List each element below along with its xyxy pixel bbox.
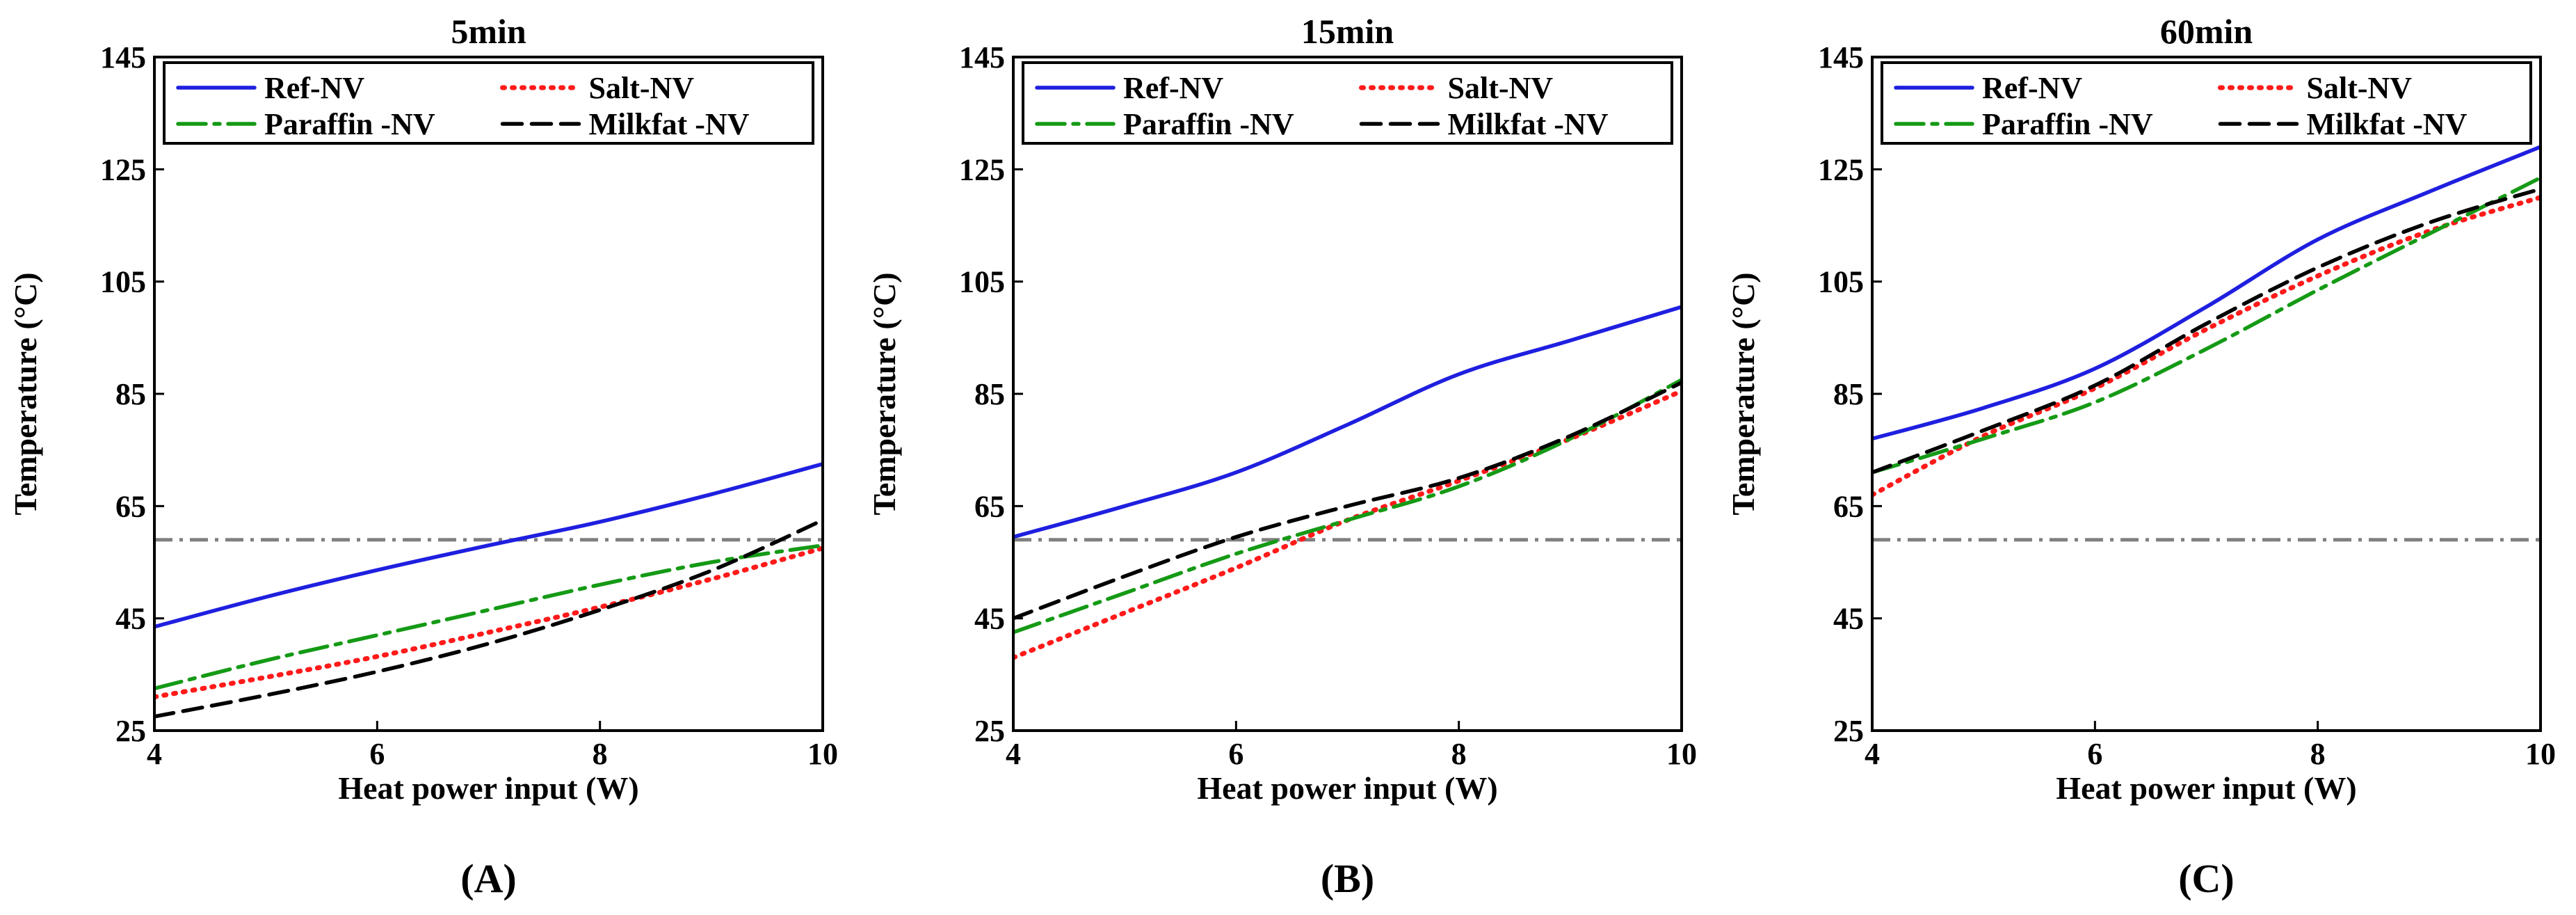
x-tick-label: 8 [593, 737, 608, 771]
y-tick-label: 85 [974, 377, 1005, 411]
plot-frame [1871, 56, 2542, 732]
panel-label: (A) [460, 856, 517, 901]
chart-panel-1: 5min 25 45 65 85 105 125 145 4 6 8 10 Heat power inp… [8, 12, 838, 901]
series-line-ref-nv [1872, 145, 2541, 441]
legend-box [1022, 61, 1673, 145]
legend: Ref-NV Salt-NV Paraffin -NV Milkfat -NV [163, 61, 814, 145]
x-tick-label: 10 [1666, 737, 1697, 771]
legend-label: Salt-NV [1448, 71, 1554, 105]
x-tick-label: 6 [369, 737, 385, 771]
series-line-paraffin-nv [1872, 175, 2541, 475]
y-tick-label: 85 [115, 377, 146, 411]
chart-title: 15min [1301, 12, 1394, 51]
y-tick-label: 145 [959, 40, 1005, 74]
x-tick-label: 10 [807, 737, 838, 771]
x-tick-label: 6 [1228, 737, 1243, 771]
y-tick-label: 105 [100, 265, 146, 299]
x-axis-label: Heat power input (W) [1197, 770, 1497, 806]
y-tick-label: 145 [1818, 40, 1864, 74]
y-tick-label: 125 [959, 152, 1005, 186]
y-tick-label: 125 [1818, 152, 1864, 186]
chart-panel-3: 60min 25 45 65 85 105 125 145 4 6 8 10 Heat power in… [1725, 12, 2556, 901]
y-tick-label: 25 [1833, 714, 1864, 748]
y-tick-label: 125 [100, 152, 146, 186]
legend-label: Paraffin -NV [1982, 107, 2153, 141]
x-tick-label: 8 [1451, 737, 1467, 771]
x-tick-label: 10 [2525, 737, 2556, 771]
panel-label: (B) [1321, 856, 1374, 901]
y-axis-label: Temperature (°C) [867, 272, 902, 515]
x-axis-label: Heat power input (W) [2056, 770, 2356, 806]
y-axis-label: Temperature (°C) [8, 272, 43, 515]
y-tick-label: 65 [974, 489, 1005, 523]
chart-panel-2: 15min 25 45 65 85 105 125 145 4 6 8 10 Heat power in… [867, 12, 1697, 901]
y-tick-label: 85 [1833, 377, 1864, 411]
legend-label: Salt-NV [589, 71, 695, 105]
legend-box [1881, 61, 2532, 145]
plot-frame [1012, 56, 1683, 732]
y-tick-label: 105 [959, 265, 1005, 299]
chart-title: 60min [2160, 12, 2253, 51]
series-line-salt-nv [1872, 195, 2541, 498]
y-tick-label: 65 [115, 489, 146, 523]
legend-label: Ref-NV [1982, 71, 2082, 105]
series-line-ref-nv [154, 462, 823, 629]
x-tick-label: 4 [1865, 737, 1880, 771]
series-line-milkfat-nv [154, 518, 823, 719]
y-tick-label: 45 [974, 602, 1005, 636]
y-tick-label: 45 [1833, 602, 1864, 636]
y-tick-label: 25 [115, 714, 146, 748]
x-tick-label: 4 [147, 737, 162, 771]
legend-label: Paraffin -NV [1123, 107, 1294, 141]
series-line-ref-nv [1013, 305, 1682, 539]
plot-frame [153, 56, 824, 732]
series-line-milkfat-nv [1872, 186, 2541, 475]
series-line-salt-nv [154, 546, 823, 700]
y-tick-label: 65 [1833, 489, 1864, 523]
series-line-paraffin-nv [1013, 378, 1682, 635]
legend-label: Ref-NV [264, 71, 364, 105]
x-axis-label: Heat power input (W) [338, 770, 638, 806]
x-tick-label: 6 [2087, 737, 2102, 771]
y-tick-label: 145 [100, 40, 146, 74]
legend-label: Milkfat -NV [589, 107, 750, 141]
legend-label: Salt-NV [2307, 71, 2413, 105]
x-tick-label: 4 [1006, 737, 1021, 771]
y-tick-label: 25 [974, 714, 1005, 748]
legend-label: Milkfat -NV [1448, 107, 1609, 141]
legend-label: Ref-NV [1123, 71, 1223, 105]
y-axis-label: Temperature (°C) [1725, 272, 1761, 515]
x-tick-label: 8 [2310, 737, 2326, 771]
y-tick-label: 105 [1818, 265, 1864, 299]
legend-label: Milkfat -NV [2307, 107, 2468, 141]
legend-box [163, 61, 814, 145]
legend: Ref-NV Salt-NV Paraffin -NV Milkfat -NV [1022, 61, 1673, 145]
legend: Ref-NV Salt-NV Paraffin -NV Milkfat -NV [1881, 61, 2532, 145]
y-tick-label: 45 [115, 602, 146, 636]
series-line-milkfat-nv [1013, 381, 1682, 621]
legend-label: Paraffin -NV [264, 107, 435, 141]
series-line-paraffin-nv [154, 543, 823, 691]
chart-title: 5min [451, 12, 526, 51]
panel-label: (C) [2178, 856, 2235, 901]
